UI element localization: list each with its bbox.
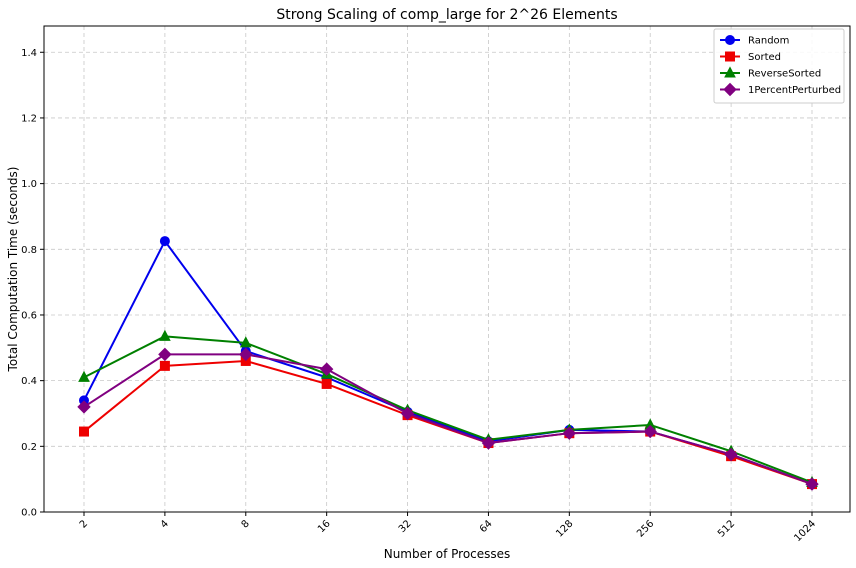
plot-frame: [43, 25, 851, 513]
legend-marker: [724, 66, 736, 78]
data-point: [805, 477, 819, 491]
legend-marker: [725, 35, 735, 45]
x-tick-label: 256: [635, 518, 656, 539]
data-point: [481, 436, 496, 450]
y-tick-label: 0.4: [21, 376, 37, 387]
y-tick-label: 1.4: [21, 48, 37, 59]
x-tick-label: 32: [397, 518, 414, 535]
legend-entry: Random: [720, 35, 789, 47]
legend-label: ReverseSorted: [748, 69, 821, 80]
y-tick-label: 1.2: [21, 113, 37, 124]
data-point: [400, 406, 415, 421]
legend-marker: [723, 82, 737, 97]
data-point: [239, 347, 253, 362]
x-tick-label: 128: [554, 518, 575, 539]
data-point: [79, 426, 89, 437]
x-tick-label: 16: [316, 518, 333, 535]
y-tick-label: 0.0: [21, 508, 37, 519]
data-point: [562, 426, 577, 440]
series-1percentperturbed: [77, 347, 819, 491]
y-tick-label: 0.8: [21, 245, 37, 256]
y-tick-label: 0.2: [21, 442, 37, 453]
legend-label: Sorted: [748, 52, 781, 63]
y-axis-title: Total Computation Time (seconds): [6, 167, 20, 373]
x-tick-label: 512: [716, 518, 737, 539]
data-point: [159, 360, 170, 371]
x-tick-label: 64: [478, 518, 495, 535]
chart-title: Strong Scaling of comp_large for 2^26 El…: [276, 7, 617, 23]
legend-marker: [725, 51, 735, 62]
x-tick-label: 1024: [792, 518, 818, 544]
legend-entry: Sorted: [720, 51, 781, 63]
data-point: [321, 378, 332, 389]
x-axis: 2 4 8 16 32 64 128 256 512 1024: [78, 512, 818, 544]
data-point: [77, 400, 91, 414]
y-tick-label: 1.0: [21, 179, 37, 190]
x-tick-label: 2: [78, 518, 90, 530]
legend-label: Random: [748, 36, 789, 47]
data-point: [319, 362, 334, 376]
series-line: [83, 353, 813, 486]
y-tick-label: 0.6: [21, 310, 37, 321]
y-axis: 0.0 0.2 0.4 0.6 0.8 1.0 1.2 1.4: [21, 48, 44, 519]
legend-entry: ReverseSorted: [720, 66, 821, 80]
data-point: [239, 336, 252, 348]
data-point: [78, 370, 90, 382]
plot-area: [44, 26, 850, 512]
data-point: [724, 447, 738, 462]
legend-label: 1PercentPerturbed: [748, 85, 841, 96]
series-layer: [77, 236, 819, 491]
x-tick-label: 8: [240, 518, 252, 530]
data-point: [643, 424, 657, 439]
data-point: [159, 329, 171, 341]
series-line: [83, 335, 813, 484]
data-point: [158, 347, 172, 362]
data-point: [159, 236, 170, 247]
x-tick-label: 4: [159, 518, 171, 530]
legend-box: [713, 28, 845, 104]
legend-entry: 1PercentPerturbed: [720, 82, 841, 97]
legend: Random Sorted ReverseSorted 1PercentPerturb…: [713, 28, 845, 104]
x-axis-title: Number of Processes: [384, 547, 511, 561]
